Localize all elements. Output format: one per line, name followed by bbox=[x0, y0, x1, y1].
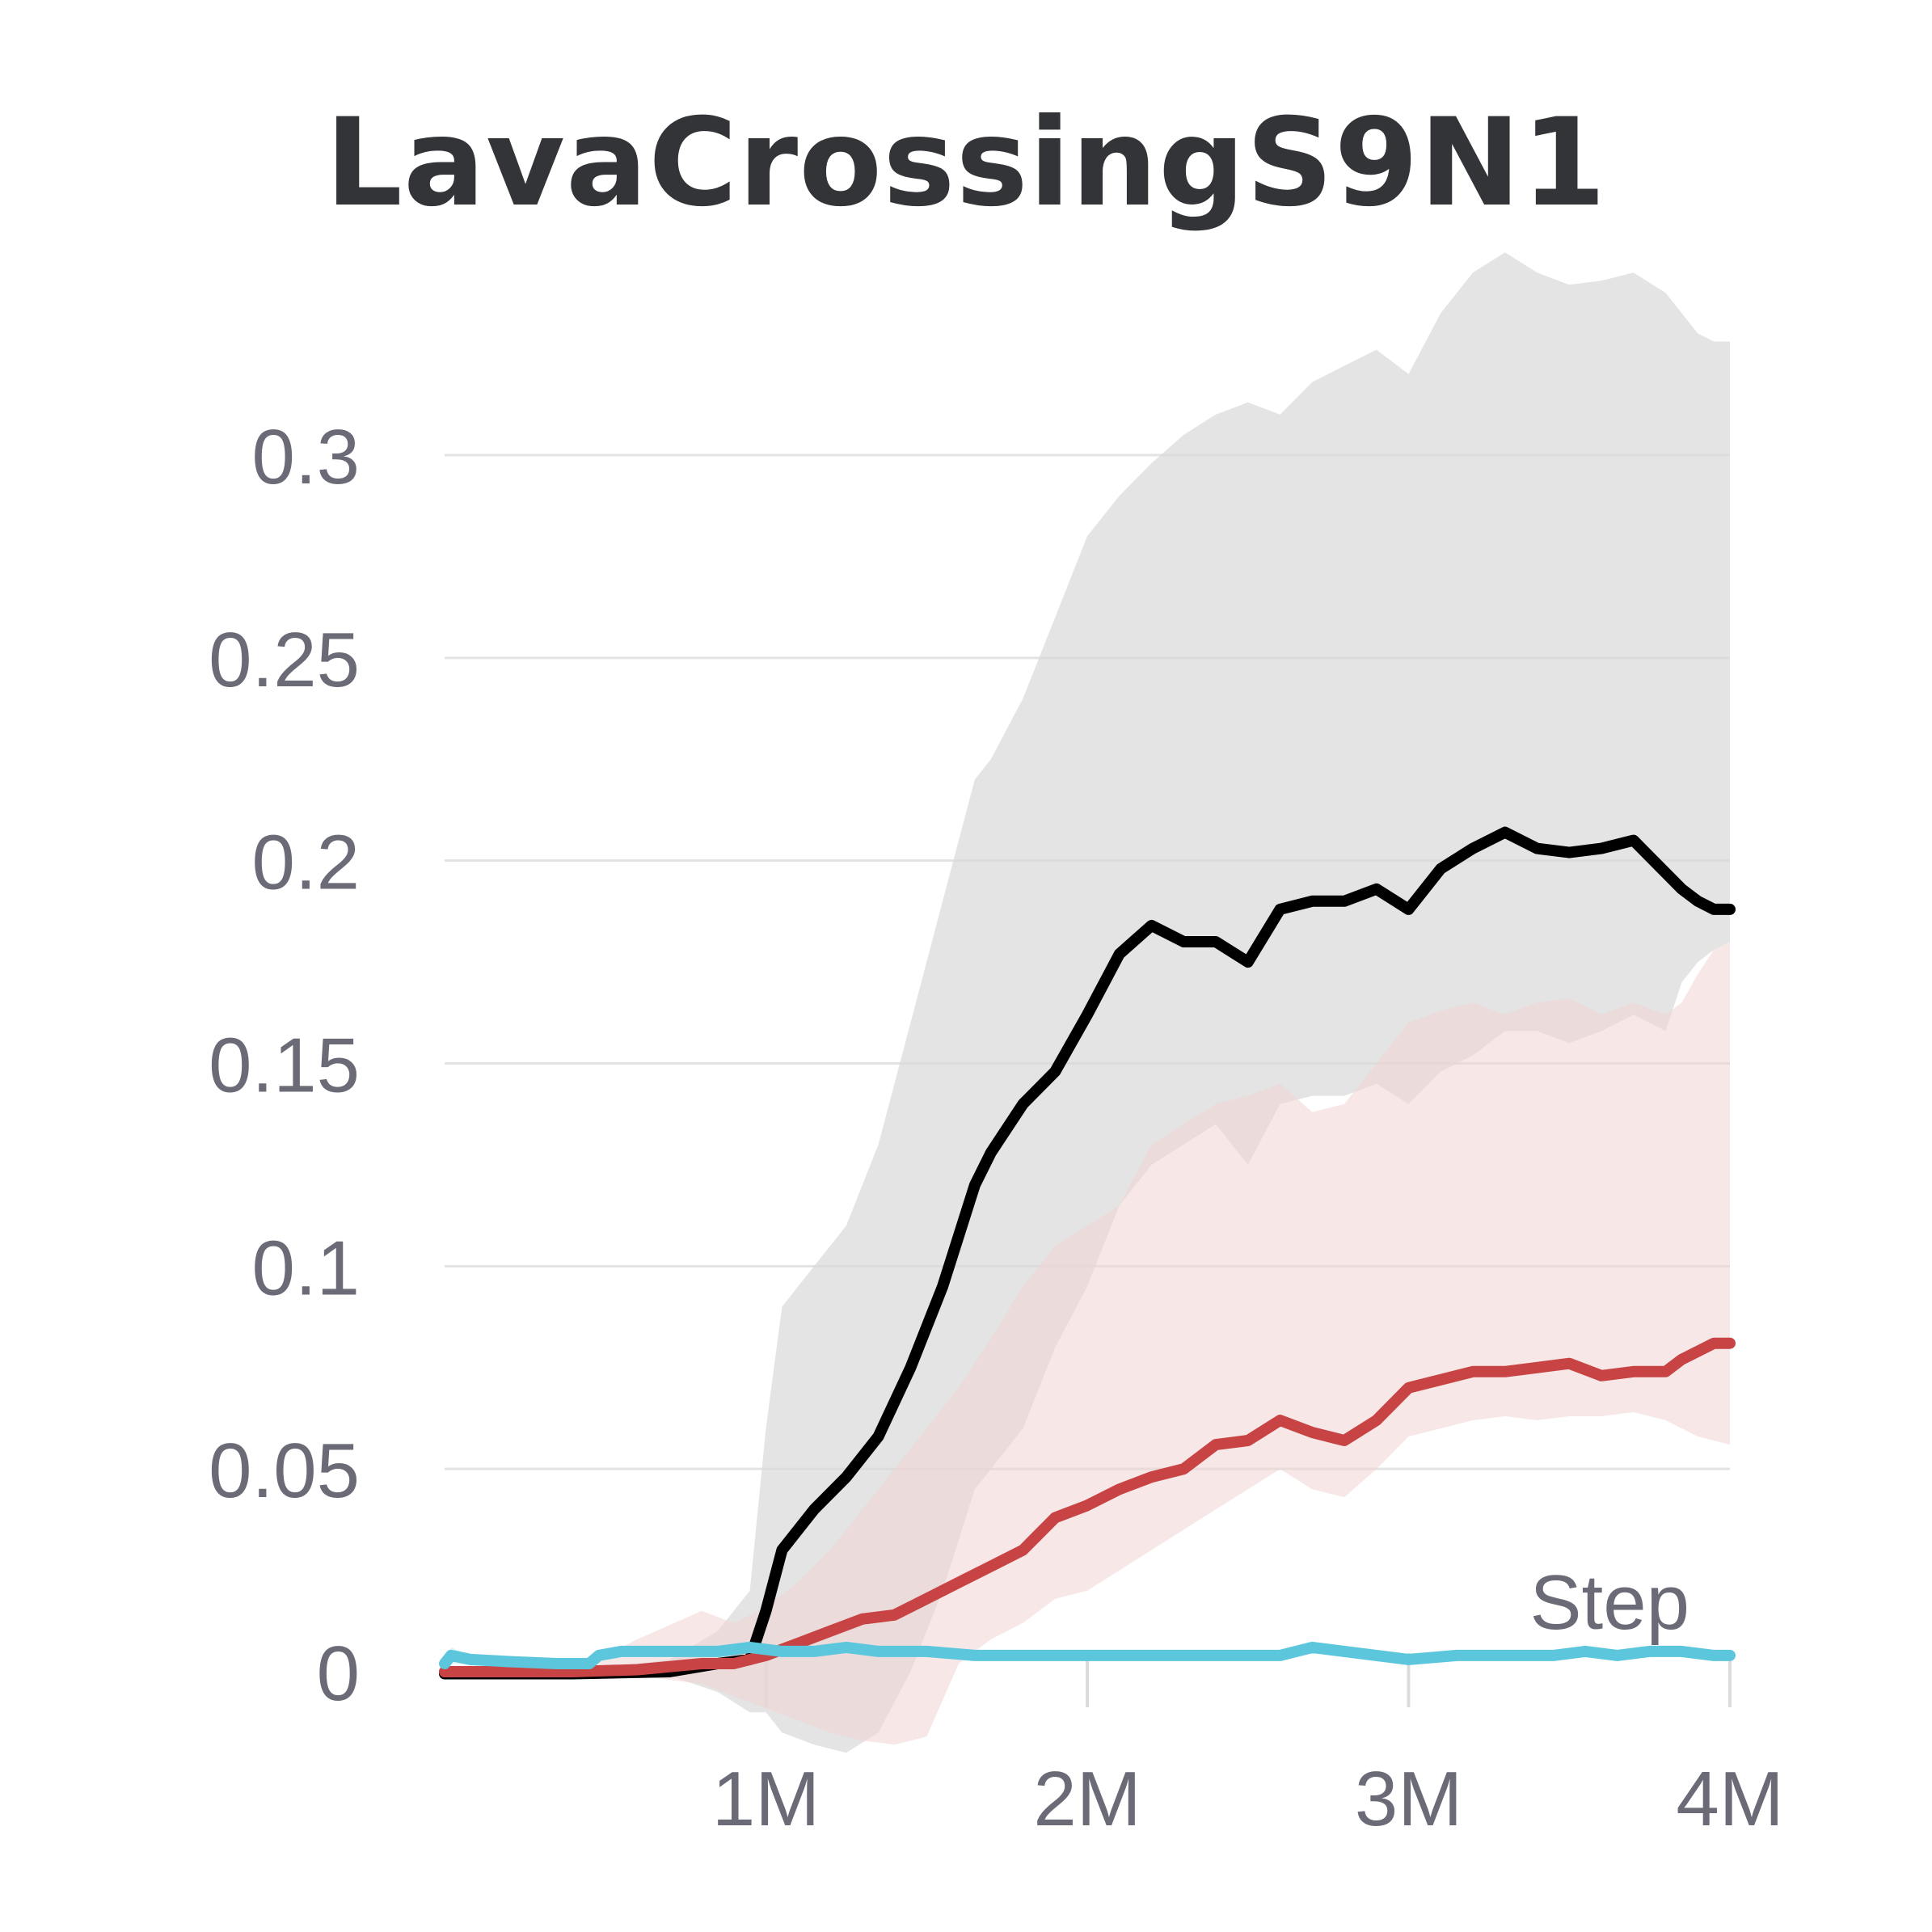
line-black bbox=[439, 826, 1736, 1680]
x-tick-label: 2M bbox=[1033, 1756, 1141, 1842]
x-tick-label: 4M bbox=[1676, 1756, 1783, 1842]
axis-ticks: 0 0.05 0.1 0.15 0.2 0.25 0.3 1M 2M 3M 4M bbox=[209, 414, 1784, 1842]
chart-title: LavaCrossingS9N1 bbox=[325, 93, 1607, 234]
line-red bbox=[439, 1337, 1736, 1677]
line-cyan bbox=[439, 1641, 1736, 1669]
x-axis-label: Step bbox=[1530, 1559, 1689, 1646]
y-tick-label: 0.15 bbox=[209, 1023, 360, 1109]
y-tick-label: 0.3 bbox=[252, 414, 360, 500]
y-tick-label: 0.2 bbox=[252, 820, 360, 906]
confidence-bands bbox=[445, 252, 1730, 1753]
x-tick-label: 1M bbox=[712, 1756, 820, 1842]
y-tick-label: 0.1 bbox=[252, 1225, 360, 1311]
band-black bbox=[445, 252, 1730, 1753]
y-tick-label: 0.05 bbox=[209, 1428, 360, 1514]
y-tick-label: 0 bbox=[317, 1630, 360, 1717]
band-red bbox=[445, 942, 1730, 1745]
y-tick-label: 0.25 bbox=[209, 617, 360, 703]
x-tick-label: 3M bbox=[1355, 1756, 1462, 1842]
series-lines bbox=[439, 826, 1736, 1680]
